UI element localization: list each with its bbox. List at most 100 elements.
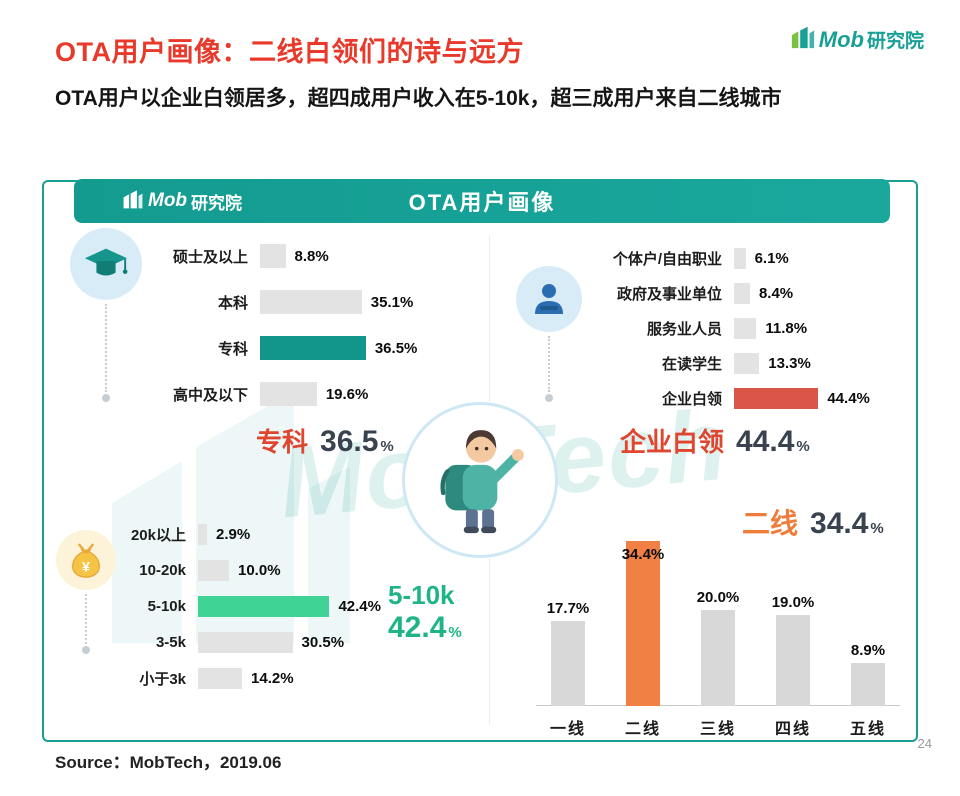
panel-header-logo: Mob 研究院: [122, 188, 242, 215]
occupation-callout: 企业白领 44.4%: [620, 422, 810, 459]
bar: [776, 614, 810, 706]
callout-label: 专科: [256, 427, 309, 457]
bar-category-label: 个体户/自由职业: [612, 251, 722, 268]
bar-value-label: 13.3%: [768, 355, 811, 372]
bar-value-label: 19.0%: [771, 593, 815, 611]
city-tier-callout: 二线 34.4%: [742, 502, 884, 542]
callout-label: 二线: [742, 508, 799, 539]
bar: [551, 621, 585, 706]
bar: [260, 382, 317, 406]
page-subtitle: OTA用户以企业白领居多，超四成用户收入在5-10k，超三成用户来自二线城市: [55, 87, 782, 110]
bar: [734, 388, 819, 409]
education-chart: 硕士及以上 8.8% 本科 35.1% 专科 36.5% 高中及以下 19.6%: [100, 244, 417, 428]
occupation-chart: 个体户/自由职业 6.1% 政府及事业单位 8.4% 服务业人员 11.8% 在读学生 13.…: [552, 248, 870, 423]
education-callout: 专科 36.5%: [256, 422, 394, 459]
income-row: 小于3k 14.2%: [78, 668, 381, 689]
bar: [260, 244, 286, 268]
mob-logo-icon: [790, 24, 816, 55]
bar-category-label: 3-5k: [155, 634, 186, 651]
bar-value-label: 8.9%: [850, 642, 886, 660]
panel-header-title: OTA用户画像: [408, 190, 556, 215]
page-title: OTA用户画像：二线白领们的诗与远方: [55, 37, 524, 67]
income-row: 5-10k 42.4%: [78, 596, 381, 617]
callout-value: 42.4: [388, 611, 447, 644]
bar-value-label: 10.0%: [238, 562, 281, 579]
income-row: 10-20k 10.0%: [78, 560, 381, 581]
bar: [198, 524, 207, 545]
person-icon: [516, 266, 582, 332]
bar-value-label: 8.4%: [758, 285, 794, 302]
education-row: 专科 36.5%: [100, 336, 417, 360]
bar-category-label: 专科: [217, 340, 248, 358]
brand-suffix: 研究院: [866, 31, 924, 52]
bar: [198, 596, 330, 617]
traveler-illustration: [402, 402, 558, 558]
income-row: 3-5k 30.5%: [78, 632, 381, 653]
bar-value-label: 30.5%: [301, 634, 345, 651]
city_tier-column: 17.7% 一线: [540, 519, 596, 739]
bar: [734, 248, 746, 269]
bar-category-label: 高中及以下: [172, 386, 248, 404]
bar-category-label: 10-20k: [139, 562, 186, 579]
mob-logo-icon: [122, 188, 144, 215]
bar-value-label: 20.0%: [696, 589, 740, 606]
bar-value-label: 14.2%: [251, 670, 294, 687]
callout-unit: %: [380, 438, 394, 455]
bar: [734, 318, 757, 339]
bar: [198, 668, 243, 689]
occupation-row: 个体户/自由职业 6.1%: [552, 248, 870, 269]
bar: [260, 336, 366, 360]
bar-category-label: 一线: [549, 721, 586, 738]
education-row: 硕士及以上 8.8%: [100, 244, 417, 268]
page-number: 24: [917, 736, 932, 751]
brand-suffix: 研究院: [191, 193, 243, 213]
bar-category-label: 在读学生: [661, 356, 722, 373]
bar-category-label: 5-10k: [147, 598, 186, 615]
callout-value: 34.4: [810, 507, 869, 540]
callout-unit: %: [796, 438, 810, 455]
education-row: 高中及以下 19.6%: [100, 382, 417, 406]
bar: [734, 353, 760, 374]
bar: 34.4%: [622, 540, 664, 706]
bar: [260, 290, 362, 314]
city_tier-column: 8.9% 五线: [840, 519, 896, 739]
callout-value: 36.5: [320, 425, 379, 458]
decorative-dotted-line: [82, 594, 90, 654]
bar-category-label: 本科: [217, 294, 248, 312]
bar-value-label: 42.4%: [338, 598, 381, 615]
city_tier-column: 19.0% 四线: [765, 519, 821, 739]
income-callout: 5-10k 42.4%: [388, 580, 462, 645]
source-note: Source：MobTech，2019.06: [55, 753, 282, 772]
occupation-row: 服务业人员 11.8%: [552, 318, 870, 339]
panel-header: Mob 研究院 OTA用户画像: [74, 179, 890, 223]
bar-value-label: 6.1%: [754, 250, 789, 267]
income-chart: 20k以上 2.9% 10-20k 10.0% 5-10k 42.4% 3-5k 30.5% 小…: [78, 524, 381, 704]
brand-name: Mob: [818, 26, 864, 52]
bar-category-label: 企业白领: [661, 391, 722, 408]
occupation-row: 在读学生 13.3%: [552, 353, 870, 374]
callout-label: 企业白领: [620, 427, 725, 457]
bar-value-label: 36.5%: [374, 339, 418, 357]
svg-text:¥: ¥: [82, 559, 90, 575]
callout-unit: %: [448, 624, 462, 641]
bar: [198, 560, 229, 581]
bar-category-label: 硕士及以上: [172, 248, 248, 266]
bar-value-label: 8.8%: [294, 247, 329, 265]
bar-category-label: 二线: [624, 721, 661, 738]
city-tier-chart: 17.7% 一线 34.4% 二线 20.0% 三线 19.0% 四线 8.9% 五线: [536, 519, 900, 739]
bar-value-label: 19.6%: [325, 385, 369, 403]
bar-value-label: 11.8%: [765, 320, 808, 337]
bar-category-label: 五线: [849, 721, 886, 738]
occupation-row: 企业白领 44.4%: [552, 388, 870, 409]
income-row: 20k以上 2.9%: [78, 524, 381, 545]
city_tier-column: 34.4% 二线: [615, 519, 671, 739]
decorative-dotted-line: [545, 336, 553, 402]
city_tier-column: 20.0% 三线: [690, 519, 746, 739]
bar: [198, 632, 293, 653]
brand-logo: Mob 研究院: [790, 24, 924, 55]
money-bag-icon: ¥: [56, 530, 116, 590]
decorative-dotted-line: [102, 304, 110, 402]
bar-value-label: 17.7%: [546, 600, 590, 618]
